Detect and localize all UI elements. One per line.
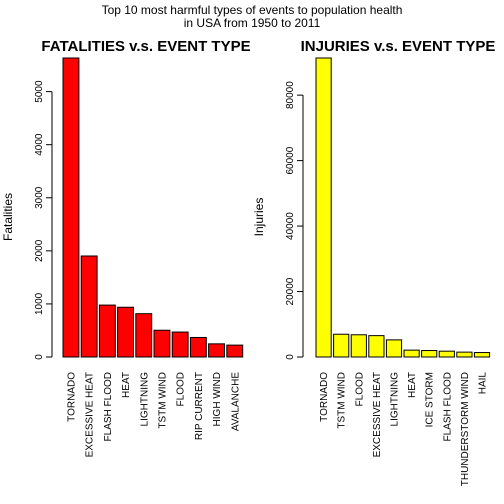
injuries-category-label: FLOOD — [354, 372, 365, 406]
figure-title-line-1: Top 10 most harmful types of events to p… — [102, 3, 403, 17]
injuries-bar-tornado — [316, 58, 331, 357]
fatalities-bar-high-wind — [209, 344, 225, 357]
fatalities-y-tick-label: 2000 — [34, 239, 45, 262]
injuries-y-axis: 0 20000 40000 60000 80000 — [285, 81, 303, 360]
fatalities-chart: FATALITIES v.s. EVENT TYPE Fatalities 0 1… — [1, 38, 251, 457]
fatalities-category-label: HIGH WIND — [212, 372, 223, 426]
injuries-y-axis-label: Injuries — [252, 198, 266, 237]
injuries-y-tick-label: 20000 — [285, 277, 296, 305]
fatalities-bars — [63, 58, 243, 357]
fatalities-bar-heat — [118, 307, 134, 357]
injuries-bar-excessive-heat — [369, 336, 384, 357]
injuries-chart: INJURIES v.s. EVENT TYPE Injuries 0 20000… — [252, 38, 495, 486]
injuries-category-label: HAIL — [478, 372, 489, 395]
fatalities-category-label: TORNADO — [66, 372, 77, 422]
fatalities-bar-tstm-wind — [154, 330, 170, 357]
injuries-bar-flood — [351, 335, 366, 357]
injuries-category-label: FLASH FLOOD — [442, 372, 453, 441]
fatalities-bar-lightning — [136, 314, 152, 357]
fatalities-category-label: FLASH FLOOD — [103, 372, 114, 441]
injuries-category-label: TORNADO — [319, 372, 330, 422]
injuries-category-label: LIGHTNING — [390, 372, 401, 427]
injuries-bar-ice-storm — [422, 351, 437, 357]
fatalities-category-labels: TORNADO EXCESSIVE HEAT FLASH FLOOD HEAT LIGH… — [66, 372, 241, 458]
injuries-category-label: HEAT — [407, 372, 418, 398]
fatalities-category-label: FLOOD — [176, 372, 187, 406]
injuries-chart-title: INJURIES v.s. EVENT TYPE — [301, 38, 496, 55]
fatalities-y-axis: 0 1000 2000 3000 4000 5000 — [34, 80, 52, 360]
injuries-y-tick-label: 80000 — [285, 81, 296, 109]
fatalities-y-tick-label: 0 — [34, 354, 45, 360]
injuries-y-tick-label: 60000 — [285, 146, 296, 174]
fatalities-category-label: HEAT — [121, 372, 132, 398]
fatalities-y-tick-label: 5000 — [34, 80, 45, 103]
fatalities-category-label: LIGHTNING — [139, 372, 150, 427]
injuries-category-label: TSTM WIND — [337, 372, 348, 429]
injuries-category-label: EXCESSIVE HEAT — [372, 372, 383, 457]
fatalities-bar-rip-current — [190, 337, 206, 357]
injuries-bar-heat — [404, 350, 419, 357]
fatalities-bar-excessive-heat — [81, 256, 97, 357]
injuries-bar-tstm-wind — [334, 334, 349, 357]
injuries-bar-hail — [474, 353, 489, 357]
injuries-category-labels: TORNADO TSTM WIND FLOOD EXCESSIVE HEAT LIGHT… — [319, 372, 488, 487]
injuries-bar-flash-flood — [439, 351, 454, 357]
fatalities-y-tick-label: 3000 — [34, 186, 45, 209]
injuries-bars — [316, 58, 490, 357]
injuries-category-label: THUNDERSTORM WIND — [460, 372, 471, 486]
fatalities-y-tick-label: 4000 — [34, 133, 45, 156]
injuries-bar-thunderstorm-wind — [457, 352, 472, 357]
fatalities-category-label: EXCESSIVE HEAT — [85, 372, 96, 457]
fatalities-category-label: RIP CURRENT — [194, 372, 205, 440]
injuries-category-label: ICE STORM — [425, 372, 436, 427]
fatalities-y-axis-label: Fatalities — [1, 193, 15, 241]
injuries-y-tick-label: 0 — [285, 354, 296, 360]
injuries-y-tick-label: 40000 — [285, 212, 296, 240]
fatalities-chart-title: FATALITIES v.s. EVENT TYPE — [41, 38, 250, 55]
fatalities-bar-flash-flood — [99, 305, 115, 357]
fatalities-bar-avalanche — [227, 345, 243, 357]
fatalities-bar-tornado — [63, 58, 79, 357]
fatalities-y-tick-label: 1000 — [34, 292, 45, 315]
injuries-bar-lightning — [386, 340, 401, 357]
fatalities-bar-flood — [172, 332, 188, 357]
fatalities-category-label: AVALANCHE — [230, 372, 241, 431]
fatalities-category-label: TSTM WIND — [157, 372, 168, 429]
figure-title-line-2: in USA from 1950 to 2011 — [184, 16, 321, 30]
